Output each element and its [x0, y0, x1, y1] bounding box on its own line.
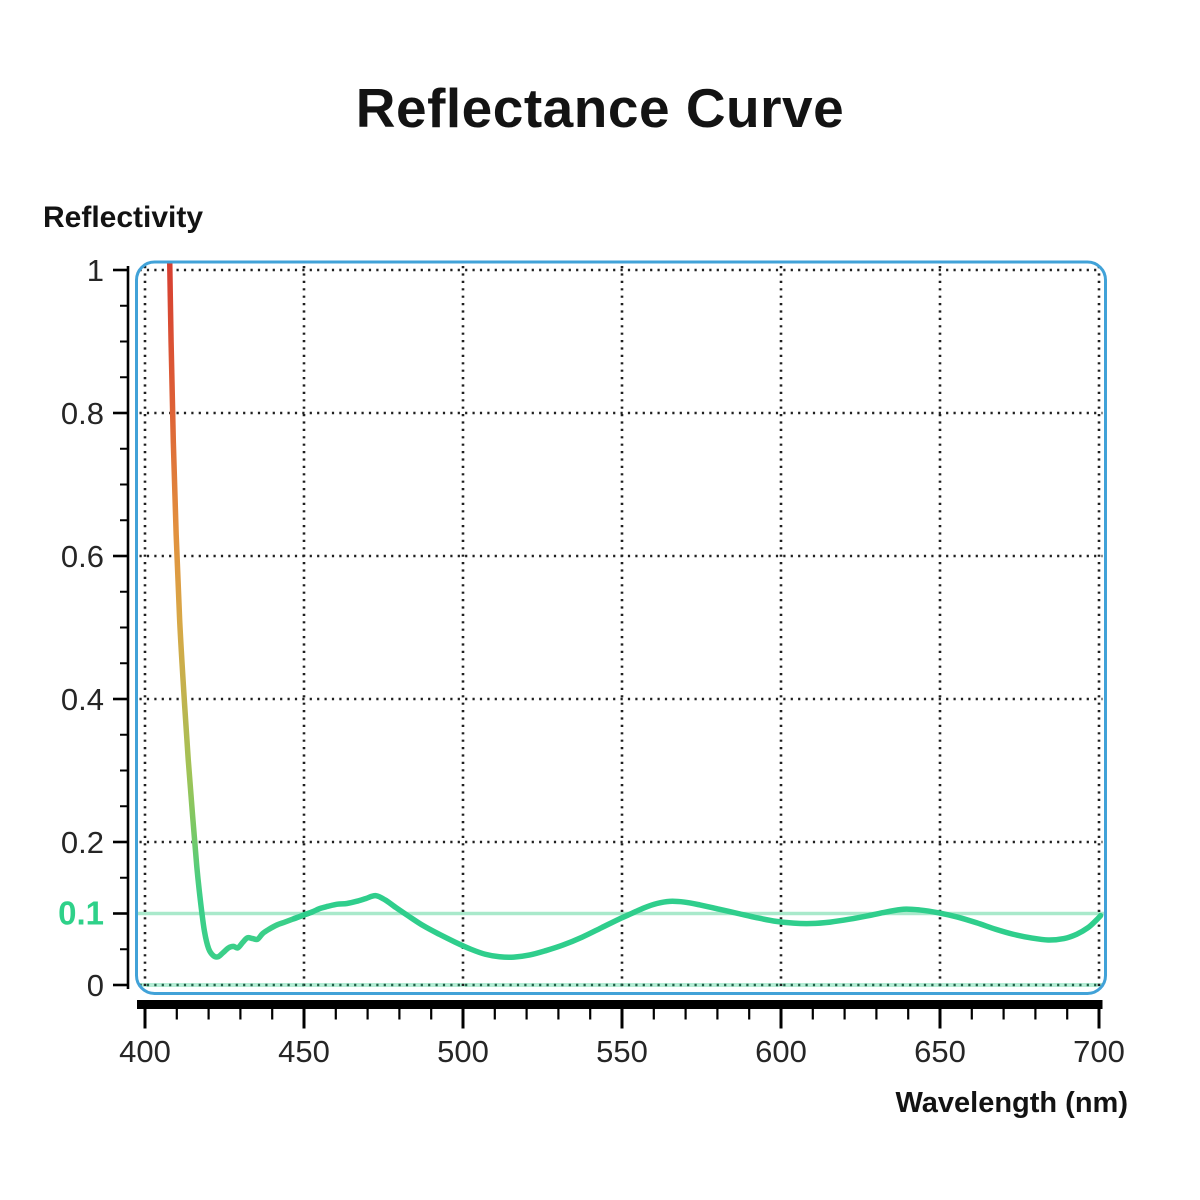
y-tick-label: 0: [87, 968, 104, 1003]
y-tick-label: 1: [87, 253, 104, 288]
x-axis: 400 450 500 550 600 650 700: [119, 1000, 1125, 1069]
plot-area: [137, 263, 1105, 991]
x-tick-label: 500: [437, 1034, 489, 1069]
y-tick-label: 0.8: [61, 396, 104, 431]
x-tick-label: 400: [119, 1034, 171, 1069]
x-tick-label: 650: [914, 1034, 966, 1069]
y-tick-label: 0.2: [61, 825, 104, 860]
y-axis-label: Reflectivity: [43, 201, 204, 234]
x-tick-label: 550: [596, 1034, 648, 1069]
y-tick-label: 0.4: [61, 682, 104, 717]
y-tick-label: 0.6: [61, 539, 104, 574]
curve-reflectance: [291, 892, 1104, 961]
y-axis: 0 0.1 0.2 0.4 0.6 0.8 1: [58, 253, 130, 1003]
curve-spectral-head: [166, 263, 315, 960]
x-tick-label: 450: [278, 1034, 330, 1069]
x-tick-label: 600: [755, 1034, 807, 1069]
x-axis-label: Wavelength (nm): [895, 1087, 1128, 1119]
chart-title: Reflectance Curve: [355, 77, 845, 139]
x-tick-label: 700: [1073, 1034, 1125, 1069]
y-tick-label-highlighted: 0.1: [58, 895, 104, 932]
plot-border: [135, 260, 1107, 995]
